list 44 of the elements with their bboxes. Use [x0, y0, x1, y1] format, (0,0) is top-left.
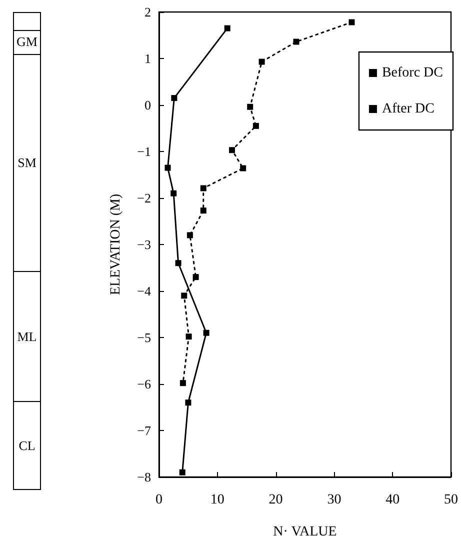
y-tick-label: 1	[144, 51, 151, 66]
y-tick-label: −4	[137, 284, 152, 298]
x-axis-title: N· VALUE	[273, 524, 337, 540]
point	[293, 38, 300, 45]
x-tick-label: 40	[386, 492, 400, 508]
point	[258, 58, 265, 65]
point	[185, 400, 192, 406]
point	[181, 292, 188, 299]
y-tick-label: 2	[144, 4, 151, 20]
soil-column: GM SM ML CL	[13, 12, 41, 490]
y-tick-label: −5	[137, 330, 151, 345]
legend-label: After DC	[382, 102, 434, 116]
point	[192, 274, 199, 280]
point	[164, 164, 171, 171]
y-tick-label: −8	[137, 470, 151, 484]
y-tick-label: −1	[137, 144, 151, 159]
point	[180, 380, 186, 386]
point	[200, 208, 206, 214]
point	[171, 95, 178, 102]
y-tick-label: 0	[144, 98, 151, 112]
point	[252, 122, 259, 129]
point	[179, 469, 186, 476]
y-tick-label: −3	[137, 237, 151, 252]
point	[229, 147, 235, 154]
point	[170, 190, 177, 196]
point	[203, 330, 210, 336]
y-tick-label: −7	[137, 423, 152, 438]
point	[224, 25, 230, 32]
point	[186, 232, 193, 238]
legend-label: Beforc DC	[382, 66, 444, 80]
x-tick-label: 0	[156, 492, 162, 508]
x-tick-label: 20	[268, 492, 283, 508]
point	[240, 165, 246, 172]
x-tick-label: 10	[210, 492, 224, 508]
point	[247, 104, 254, 110]
y-axis-title: ELEVATION (M)	[108, 194, 124, 296]
point	[175, 260, 182, 266]
y-tick-label: −6	[137, 376, 152, 392]
point	[348, 19, 355, 26]
x-tick-label: 30	[327, 492, 342, 508]
x-tick-label: 50	[444, 492, 458, 508]
y-tick-label: −2	[137, 190, 151, 206]
point	[186, 334, 192, 340]
point	[200, 185, 206, 192]
